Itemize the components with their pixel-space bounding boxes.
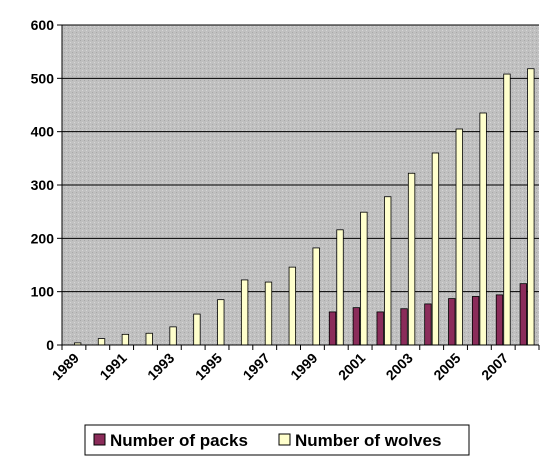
bar-wolves-1997 <box>264 281 273 346</box>
bar-wolves-2000 <box>336 229 344 346</box>
y-tick-label-500: 500 <box>31 70 55 86</box>
bar-packs-2006 <box>471 296 480 346</box>
bar-wolves-1991 <box>121 333 130 346</box>
bar-packs-2007 <box>495 294 504 346</box>
bar-wolves-2007 <box>503 73 511 346</box>
bar-packs-2003 <box>400 308 408 346</box>
y-tick-label-100: 100 <box>31 284 55 300</box>
y-tick-label-200: 200 <box>31 230 55 246</box>
legend-swatch-wolves <box>278 433 291 446</box>
x-tick-label-1993: 1993 <box>144 350 177 383</box>
bar-wolves-1990 <box>97 338 106 346</box>
y-tick-label-300: 300 <box>31 177 55 193</box>
y-tick-label-600: 600 <box>31 17 55 33</box>
x-tick-label-1989: 1989 <box>49 350 82 383</box>
legend-label-wolves: Number of wolves <box>295 431 441 450</box>
x-tick-label-1995: 1995 <box>192 350 225 383</box>
bar-wolves-2008 <box>527 68 535 346</box>
bar-wolves-2006 <box>479 112 487 346</box>
legend-box <box>84 424 470 456</box>
bar-wolves-1995 <box>217 299 225 346</box>
bar-packs-2002 <box>376 311 384 346</box>
bar-wolves-2005 <box>455 128 463 346</box>
bar-packs-2004 <box>424 303 432 346</box>
bar-wolves-2003 <box>407 172 416 346</box>
x-tick-label-1991: 1991 <box>96 350 129 383</box>
legend: Number of packs Number of wolves <box>84 424 470 456</box>
bar-wolves-1993 <box>169 326 177 346</box>
bar-wolves-2001 <box>360 211 368 346</box>
x-axis-ticks: 1989 1991 1993 1995 1997 1999 2001 2003 2005 2007 <box>49 345 540 383</box>
bar-wolves-1998 <box>288 266 296 346</box>
x-tick-label-1999: 1999 <box>287 350 320 383</box>
gridlines <box>62 24 539 293</box>
bar-wolves-2002 <box>384 196 392 346</box>
y-axis-ticks: 0 100 200 300 400 500 600 <box>31 17 62 353</box>
bar-wolves-1994 <box>193 313 201 346</box>
legend-label-packs: Number of packs <box>110 431 248 450</box>
x-tick-label-2001: 2001 <box>335 350 368 383</box>
bar-packs-2005 <box>448 298 456 346</box>
bars <box>74 68 535 346</box>
bar-packs-2008 <box>519 283 527 346</box>
legend-swatch-packs <box>93 433 106 446</box>
bar-wolves-2004 <box>431 152 440 346</box>
bar-packs-2000 <box>328 311 337 346</box>
y-tick-label-400: 400 <box>31 124 55 140</box>
bar-wolves-1996 <box>240 279 249 346</box>
x-tick-label-2005: 2005 <box>430 350 463 383</box>
bar-wolves-1992 <box>145 332 153 346</box>
x-tick-label-2003: 2003 <box>383 350 416 383</box>
x-tick-label-2007: 2007 <box>478 350 511 383</box>
y-tick-label-0: 0 <box>46 337 54 353</box>
bar-wolves-1999 <box>312 247 320 346</box>
bar-packs-2001 <box>352 307 361 346</box>
x-tick-label-1997: 1997 <box>240 350 273 383</box>
